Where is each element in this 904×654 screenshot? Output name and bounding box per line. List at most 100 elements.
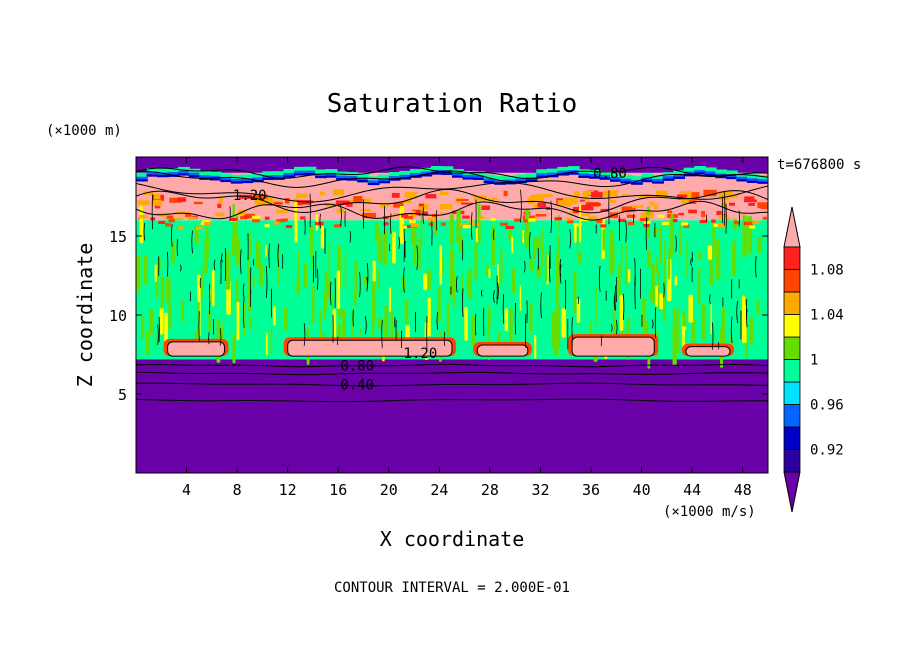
contour-label: 1.20: [404, 346, 438, 362]
boundary-cell: [471, 222, 479, 226]
plume-streak: [715, 239, 720, 272]
contour-line: [470, 212, 473, 240]
cloud-cell: [319, 191, 325, 196]
plume-streak: [732, 241, 737, 277]
contour-line: [136, 182, 768, 203]
cloud-cell: [688, 209, 697, 214]
boundary-cell: [388, 175, 401, 179]
boundary-cell: [673, 170, 685, 175]
boundary-cell: [136, 172, 148, 177]
plume-streak: [674, 276, 678, 286]
supersaturated-patches: [163, 334, 735, 357]
boundary-cell: [252, 219, 260, 223]
contour-line: [143, 222, 145, 241]
cloud-cell: [578, 213, 590, 216]
y-tick-label: 10: [109, 307, 127, 325]
contour-line: [614, 285, 616, 311]
boundary-cell: [460, 223, 469, 227]
x-tick-label: 12: [279, 481, 297, 499]
boundary-cell: [273, 221, 280, 225]
contour-line: [524, 261, 526, 273]
cloud-cell: [579, 199, 585, 202]
plume-streak: [519, 285, 522, 311]
contour-line: [136, 371, 768, 376]
plume-streak: [741, 295, 746, 312]
plume-streak: [159, 307, 164, 335]
boundary-cell: [452, 175, 464, 178]
contour-line: [171, 224, 173, 247]
plume-streak: [649, 289, 654, 301]
cloud-cell: [275, 209, 289, 214]
cloud-cell: [217, 203, 222, 209]
y-axis-label: Z coordinate: [73, 243, 97, 388]
contour-line: [180, 264, 182, 272]
boundary-cell: [628, 222, 635, 226]
boundary-cell: [304, 166, 317, 171]
plume-streak: [265, 244, 267, 257]
boundary-cell: [346, 175, 359, 179]
x-tick-label: 44: [683, 481, 701, 499]
plume-streak: [491, 225, 495, 266]
contour-line: [456, 276, 458, 293]
boundary-cell: [178, 173, 190, 176]
boundary-cell: [725, 176, 738, 180]
plume-streak: [145, 331, 150, 355]
plume-streak: [691, 319, 696, 347]
boundary-cell: [641, 173, 654, 178]
boundary-cell: [244, 215, 250, 219]
plume-streak: [625, 243, 627, 286]
contour-line: [462, 288, 464, 317]
contour-line: [443, 332, 446, 346]
plume-streak: [336, 270, 341, 309]
contour-line: [569, 229, 572, 249]
cloud-cell: [243, 213, 255, 219]
boundary-cell: [166, 215, 174, 219]
cloud-cell: [503, 190, 508, 197]
boundary-cell: [641, 179, 654, 183]
boundary-cell: [462, 215, 470, 219]
plume-streak: [319, 309, 322, 345]
contour-label: 0.80: [593, 166, 627, 182]
x-tick-label: 4: [182, 481, 191, 499]
contour-line: [191, 230, 193, 254]
boundary-cell: [168, 219, 175, 223]
cloud-cell: [682, 195, 694, 200]
cloud-cell: [333, 189, 344, 196]
colorbar-label: 1.08: [810, 263, 844, 279]
cloud-cell: [730, 195, 738, 199]
boundary-cell: [157, 174, 169, 178]
boundary-cell: [388, 172, 401, 176]
boundary-cell: [167, 168, 180, 173]
plume-streak: [558, 214, 560, 232]
boundary-cell: [567, 170, 580, 173]
boundary-cell: [505, 225, 515, 230]
boundary-cell: [661, 221, 670, 226]
plume-streak: [265, 332, 268, 356]
plume-streak: [211, 270, 215, 307]
boundary-cell: [420, 167, 433, 172]
contour-label: 0.80: [340, 359, 374, 375]
boundary-cell: [315, 175, 327, 179]
boundary-cell: [304, 170, 317, 174]
cloud-cell: [535, 214, 547, 217]
x-tick-label: 48: [734, 481, 752, 499]
plume-streak: [413, 225, 417, 267]
boundary-cell: [357, 180, 369, 183]
boundary-cell: [336, 175, 348, 178]
plume-streak: [392, 231, 396, 264]
boundary-cell: [662, 172, 675, 177]
contour-line: [493, 290, 495, 303]
boundary-cell: [188, 172, 201, 176]
boundary-cell: [620, 178, 633, 182]
cloud-cell: [364, 198, 371, 204]
cloud-cell: [391, 192, 400, 198]
boundary-cell: [599, 171, 612, 176]
colorbar-segment: [783, 449, 801, 473]
contour-line: [349, 230, 352, 243]
contour-line: [268, 243, 270, 269]
cloud-cell: [591, 191, 603, 198]
boundary-cell: [620, 174, 633, 179]
boundary-cell: [610, 173, 622, 178]
plume-streak: [446, 301, 450, 337]
boundary-cell: [528, 218, 536, 222]
